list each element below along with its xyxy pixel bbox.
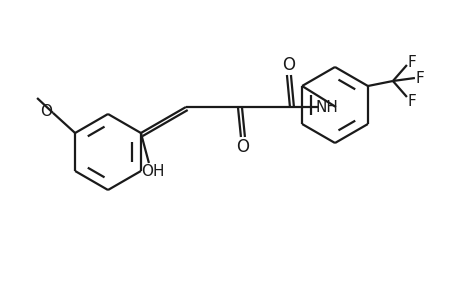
Text: NH: NH: [315, 100, 338, 115]
Text: OH: OH: [141, 164, 164, 178]
Text: O: O: [40, 103, 52, 118]
Text: F: F: [414, 70, 423, 86]
Text: F: F: [407, 94, 415, 109]
Text: O: O: [282, 56, 295, 74]
Text: O: O: [236, 138, 249, 156]
Text: F: F: [407, 55, 415, 70]
